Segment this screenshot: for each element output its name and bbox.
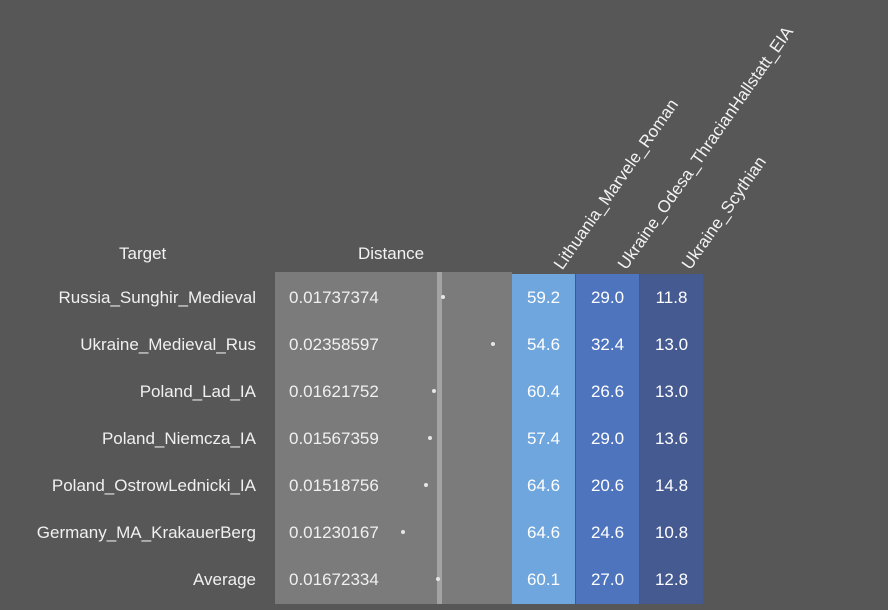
- target-label: Ukraine_Medieval_Rus: [80, 335, 256, 354]
- value-cell: 57.4: [512, 415, 575, 462]
- value-cell: 60.1: [512, 556, 575, 604]
- distance-value: 0.01737374: [289, 288, 379, 307]
- distance-dot: [432, 389, 437, 393]
- distance-dot: [441, 295, 446, 299]
- distance-value: 0.02358597: [289, 335, 379, 354]
- value-cell: 32.4: [576, 321, 639, 368]
- distance-panel: [275, 272, 512, 604]
- value-cell: 14.8: [640, 462, 703, 509]
- value-cell: 13.0: [640, 368, 703, 415]
- average-distance-marker: [437, 272, 442, 604]
- distance-dot: [491, 342, 495, 346]
- value-cell: 26.6: [576, 368, 639, 415]
- value-cell: 60.4: [512, 368, 575, 415]
- value-cell: 13.0: [640, 321, 703, 368]
- target-label: Poland_Niemcza_IA: [101, 429, 256, 448]
- target-label: Germany_MA_KrakauerBerg: [36, 523, 256, 542]
- target-header: Target: [119, 244, 167, 263]
- distance-dot: [424, 483, 429, 487]
- target-label: Average: [192, 570, 256, 589]
- target-label: Russia_Sunghir_Medieval: [58, 288, 256, 307]
- distance-dot: [401, 530, 405, 534]
- value-cell: 64.6: [512, 462, 575, 509]
- distance-value: 0.01672334: [289, 570, 379, 589]
- value-cell: 29.0: [576, 415, 639, 462]
- value-cell: 24.6: [576, 509, 639, 556]
- value-cell: 10.8: [640, 509, 703, 556]
- value-cell: 54.6: [512, 321, 575, 368]
- distance-value: 0.01567359: [289, 429, 379, 448]
- distance-value: 0.01230167: [289, 523, 379, 542]
- value-cell: 27.0: [576, 556, 639, 604]
- distance-dot: [436, 577, 441, 581]
- distance-header: Distance: [358, 244, 425, 263]
- value-cell: 11.8: [640, 274, 703, 321]
- value-cell: 64.6: [512, 509, 575, 556]
- value-cell: 12.8: [640, 556, 703, 604]
- target-label: Poland_Lad_IA: [139, 382, 256, 401]
- value-cell: 20.6: [576, 462, 639, 509]
- value-cell: 13.6: [640, 415, 703, 462]
- distance-dot: [427, 436, 432, 440]
- value-cell: 29.0: [576, 274, 639, 321]
- column-header-1: Lithuania_Marvele_Roman: [550, 95, 683, 273]
- target-label: Poland_OstrowLednicki_IA: [51, 476, 256, 495]
- value-cell: 59.2: [512, 274, 575, 321]
- distance-value: 0.01621752: [289, 382, 379, 401]
- distance-value: 0.01518756: [289, 476, 379, 495]
